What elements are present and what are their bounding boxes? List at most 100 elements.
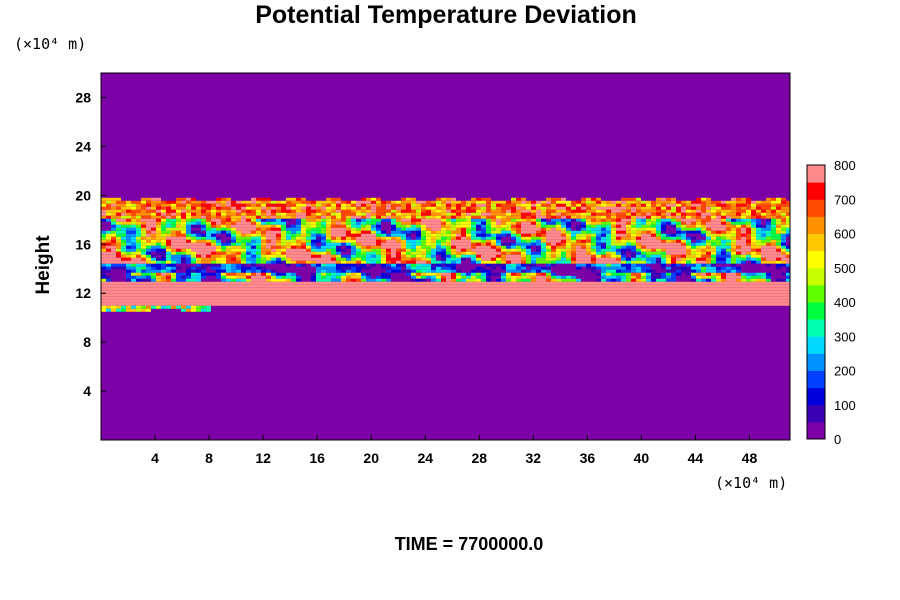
heatmap-cell [661, 203, 666, 207]
heatmap-cell [486, 218, 491, 222]
heatmap-cell [481, 254, 486, 258]
heatmap-cell [566, 257, 571, 261]
heatmap-cell [311, 275, 316, 279]
heatmap-cell [536, 200, 541, 204]
heatmap-cell [521, 242, 526, 246]
heatmap-cell [331, 233, 336, 237]
heatmap-cell [201, 245, 206, 249]
heatmap-cell [651, 254, 656, 258]
heatmap-cell [556, 260, 561, 264]
heatmap-cell [221, 272, 226, 276]
heatmap-cell [591, 209, 596, 213]
heatmap-cell [116, 281, 121, 285]
heatmap-cell [331, 248, 336, 252]
heatmap-cell [571, 233, 576, 237]
heatmap-cell [401, 242, 406, 246]
heatmap-cell [616, 293, 621, 297]
heatmap-cell [431, 302, 436, 306]
heatmap-cell [316, 227, 321, 231]
heatmap-cell [441, 293, 446, 297]
heatmap-cell [176, 242, 181, 246]
heatmap-cell [656, 278, 661, 282]
heatmap-cell [641, 278, 646, 282]
heatmap-cell [651, 206, 656, 210]
heatmap-cell [346, 269, 351, 273]
heatmap-cell [176, 203, 181, 207]
heatmap-cell [246, 239, 251, 243]
heatmap-cell [526, 266, 531, 270]
heatmap-cell [381, 257, 386, 261]
heatmap-cell [446, 215, 451, 219]
heatmap-cell [326, 206, 331, 210]
heatmap-cell [656, 197, 661, 201]
heatmap-cell [431, 221, 436, 225]
heatmap-cell [376, 287, 381, 291]
heatmap-cell [351, 260, 356, 264]
heatmap-cell [746, 212, 751, 216]
heatmap-cell [306, 275, 311, 279]
heatmap-cell [376, 239, 381, 243]
heatmap-cell [746, 203, 751, 207]
heatmap-cell [646, 299, 651, 303]
heatmap-cell [536, 254, 541, 258]
heatmap-cell [381, 302, 386, 306]
heatmap-cell [596, 230, 601, 234]
heatmap-cell [181, 269, 186, 273]
heatmap-cell [186, 296, 191, 300]
heatmap-cell [361, 242, 366, 246]
heatmap-cell [296, 215, 301, 219]
heatmap-cell [556, 212, 561, 216]
heatmap-cell [731, 218, 736, 222]
heatmap-cell [456, 230, 461, 234]
heatmap-cell [196, 242, 201, 246]
heatmap-cell [651, 221, 656, 225]
heatmap-cell [741, 296, 746, 300]
heatmap-cell [196, 200, 201, 204]
heatmap-cell [736, 260, 741, 264]
heatmap-cell [281, 203, 286, 207]
heatmap-cell [511, 263, 516, 267]
heatmap-cell [196, 233, 201, 237]
heatmap-cell [311, 299, 316, 303]
heatmap-cell [621, 257, 626, 261]
heatmap-cell [431, 248, 436, 252]
heatmap-cell [786, 275, 790, 279]
heatmap-cell [696, 197, 701, 201]
heatmap-cell [121, 224, 126, 228]
heatmap-cell [291, 254, 296, 258]
heatmap-cell [466, 302, 471, 306]
heatmap-cell [576, 248, 581, 252]
heatmap-cell [446, 263, 451, 267]
heatmap-cell [731, 263, 736, 267]
heatmap-cell [271, 233, 276, 237]
heatmap-cell [636, 245, 641, 249]
heatmap-cell [681, 299, 686, 303]
heatmap-cell [221, 275, 226, 279]
heatmap-cell [506, 284, 511, 288]
heatmap-cell [776, 296, 781, 300]
heatmap-cell [481, 299, 486, 303]
heatmap-cell [261, 209, 266, 213]
heatmap-cell [176, 251, 181, 255]
heatmap-cell [561, 293, 566, 297]
heatmap-cell [686, 257, 691, 261]
heatmap-cell [576, 260, 581, 264]
heatmap-cell [646, 215, 651, 219]
heatmap-cell [321, 245, 326, 249]
heatmap-cell [776, 290, 781, 294]
heatmap-cell [296, 302, 301, 306]
heatmap-cell [186, 203, 191, 207]
heatmap-cell [236, 260, 241, 264]
heatmap-cell [171, 269, 176, 273]
heatmap-cell [646, 254, 651, 258]
heatmap-cell [296, 281, 301, 285]
heatmap-cell [531, 203, 536, 207]
heatmap-cell [166, 266, 171, 270]
heatmap-cell [306, 203, 311, 207]
heatmap-cell [581, 263, 586, 267]
heatmap-cell [191, 269, 196, 273]
heatmap-cell [546, 254, 551, 258]
x-tick-label: 40 [634, 450, 650, 466]
heatmap-cell [481, 200, 486, 204]
heatmap-cell [431, 299, 436, 303]
